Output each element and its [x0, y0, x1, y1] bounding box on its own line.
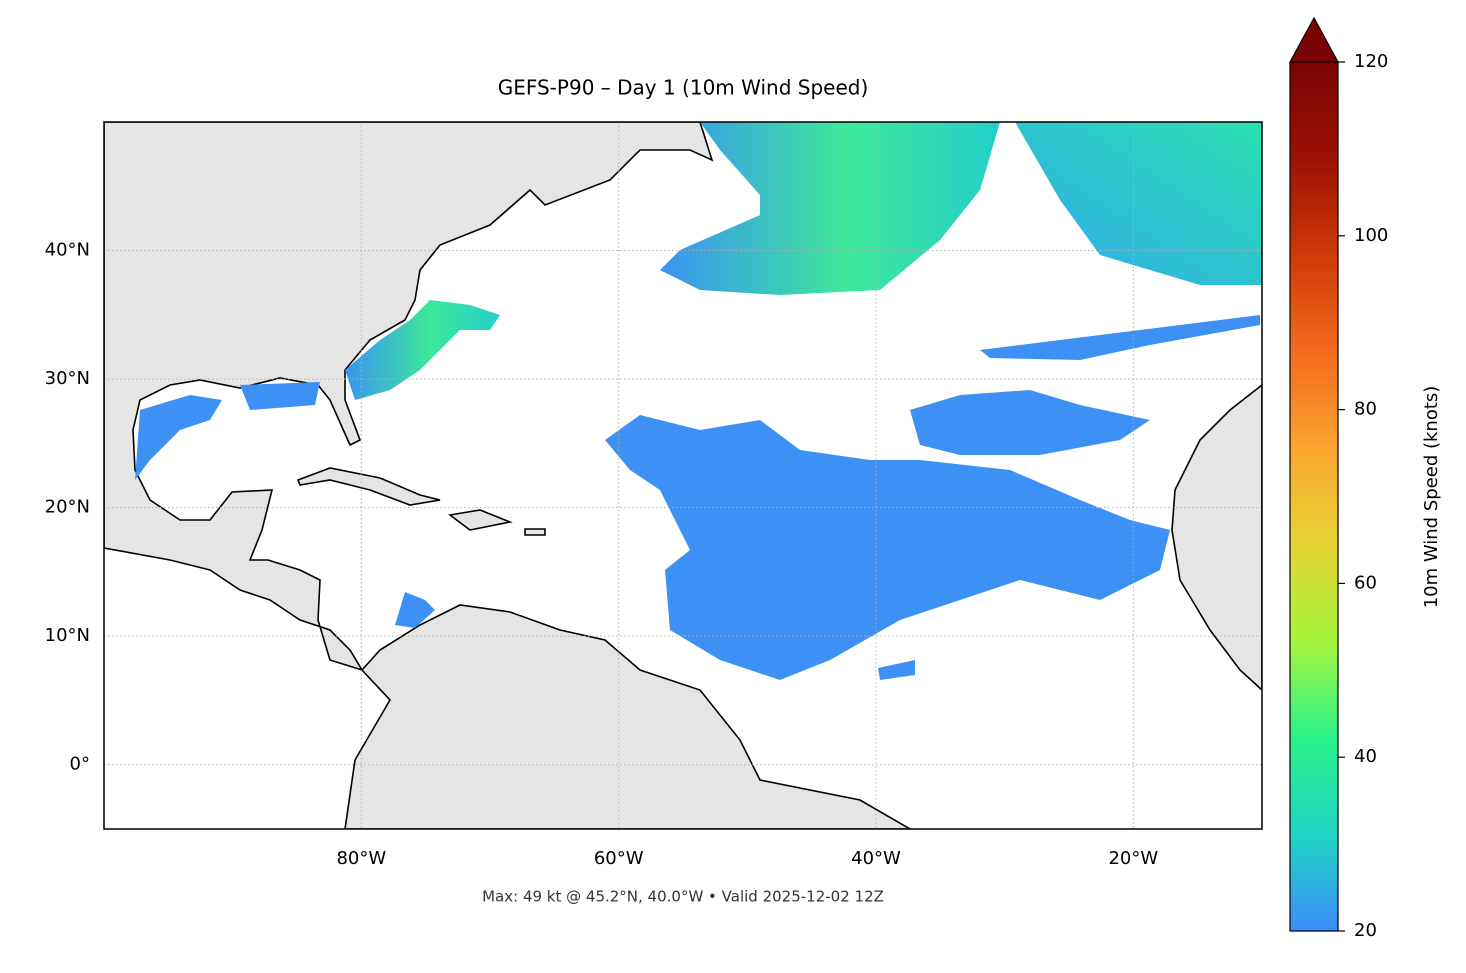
colorbar-tick-label: 60	[1354, 572, 1377, 593]
y-tick-label: 40°N	[45, 240, 90, 261]
hispaniola	[448, 509, 513, 531]
puerto-rico	[524, 528, 546, 536]
y-tick-label: 20°N	[45, 497, 90, 518]
y-tick-label: 30°N	[45, 368, 90, 389]
wind-area	[395, 592, 435, 628]
gridlines	[104, 122, 1262, 829]
wind-area	[240, 382, 320, 410]
x-tick-label: 80°W	[336, 848, 386, 869]
x-tick-label: 20°W	[1108, 848, 1158, 869]
wind-area	[605, 415, 1170, 680]
wind-area	[980, 315, 1260, 360]
colorbar-label: 10m Wind Speed (knots)	[1421, 386, 1442, 609]
y-tick-label: 0°	[70, 754, 90, 775]
north-america	[104, 122, 714, 672]
colorbar-tick-label: 80	[1354, 399, 1377, 420]
wind-area	[910, 390, 1150, 455]
footer-note: Max: 49 kt @ 45.2°N, 40.0°W • Valid 2025…	[482, 888, 884, 906]
colorbar-extend	[1288, 16, 1340, 63]
colorbar-tick-label: 120	[1354, 51, 1388, 72]
wind-area	[660, 122, 1000, 295]
south-america	[344, 604, 912, 829]
colorbar-tick-label: 100	[1354, 225, 1388, 246]
x-tick-label: 60°W	[594, 848, 644, 869]
cuba	[296, 467, 441, 506]
colorbar	[1289, 61, 1339, 932]
y-tick-label: 10°N	[45, 625, 90, 646]
colorbar-tick-label: 20	[1354, 920, 1377, 941]
map-frame	[103, 121, 1263, 830]
map	[104, 122, 1262, 829]
wind-area	[1015, 122, 1262, 285]
wind-area	[345, 300, 500, 400]
wind-area	[878, 660, 915, 680]
x-tick-label: 40°W	[851, 848, 901, 869]
colorbar-tick-label: 40	[1354, 746, 1377, 767]
wind-area	[135, 395, 222, 480]
africa	[1171, 383, 1262, 692]
chart-title: GEFS-P90 – Day 1 (10m Wind Speed)	[498, 76, 869, 100]
